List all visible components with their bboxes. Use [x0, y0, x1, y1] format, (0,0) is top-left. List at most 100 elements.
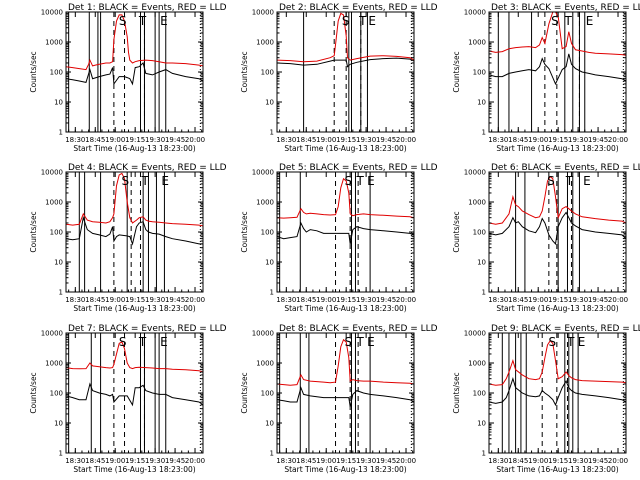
x-tick-label: 20:00: [185, 457, 205, 465]
x-tick-label: 19:45: [165, 457, 185, 465]
marker-letter: E: [161, 174, 169, 188]
y-tick-label: 1000: [256, 199, 274, 207]
y-axis-label: Counts/sec: [29, 211, 38, 252]
y-tick-label: 1: [59, 129, 63, 137]
x-tick-label: 19:00: [528, 457, 548, 465]
y-axis-label: Counts/sec: [29, 51, 38, 92]
marker-letter: S: [344, 335, 352, 349]
series-line-events: [277, 57, 414, 68]
y-tick-label: 1: [270, 129, 274, 137]
x-tick-label: 19:30: [356, 296, 376, 304]
y-tick-label: 10: [54, 259, 63, 267]
marker-letter: E: [368, 14, 376, 28]
x-tick-label: 19:45: [376, 136, 396, 144]
marker-letter: S: [119, 14, 127, 28]
marker-letter: S: [549, 335, 557, 349]
marker-letter: E: [586, 14, 594, 28]
series-line-lld: [277, 12, 414, 63]
x-tick-label: 19:00: [105, 457, 125, 465]
x-tick-label: 19:45: [588, 296, 608, 304]
y-axis-label: Counts/sec: [452, 51, 461, 92]
y-tick-label: 10000: [252, 330, 274, 338]
y-tick-label: 10000: [464, 9, 486, 17]
series-line-events: [489, 53, 626, 86]
y-tick-label: 10: [477, 99, 486, 107]
x-tick-label: 20:00: [396, 457, 416, 465]
x-tick-label: 19:00: [105, 136, 125, 144]
y-tick-label: 100: [50, 69, 63, 77]
x-tick-label: 18:45: [85, 136, 105, 144]
x-tick-label: 18:30: [65, 136, 85, 144]
x-tick-label: 20:00: [185, 296, 205, 304]
marker-lines: [501, 333, 624, 453]
x-tick-label: 18:45: [508, 457, 528, 465]
y-tick-label: 1000: [45, 199, 63, 207]
marker-lines: [515, 172, 624, 292]
x-tick-label: 18:30: [276, 457, 296, 465]
series-line-lld: [277, 338, 414, 386]
y-tick-label: 10: [54, 420, 63, 428]
y-tick-label: 100: [473, 69, 486, 77]
x-tick-label: 19:30: [145, 136, 165, 144]
series-line-lld: [489, 12, 626, 56]
y-tick-label: 10000: [41, 330, 63, 338]
x-tick-label: 19:00: [316, 457, 336, 465]
x-tick-label: 18:30: [276, 296, 296, 304]
x-tick-label: 19:45: [588, 136, 608, 144]
marker-letter: T: [355, 174, 364, 188]
x-axis-label: Start Time (16-Aug-13 18:23:00): [73, 304, 195, 313]
x-axis-label: Start Time (16-Aug-13 18:23:00): [496, 144, 618, 153]
y-tick-label: 1: [270, 289, 274, 297]
x-axis-label: Start Time (16-Aug-13 18:23:00): [496, 465, 618, 474]
x-tick-label: 18:30: [488, 296, 508, 304]
x-tick-label: 19:15: [336, 296, 356, 304]
marker-letter: S: [547, 174, 555, 188]
x-tick-label: 19:30: [568, 457, 588, 465]
y-tick-label: 100: [261, 390, 274, 398]
x-tick-label: 18:45: [85, 296, 105, 304]
y-axis-label: Counts/sec: [452, 211, 461, 252]
y-tick-label: 1000: [45, 39, 63, 47]
marker-lines: [78, 172, 201, 292]
marker-letter: E: [583, 174, 591, 188]
x-tick-label: 19:45: [588, 457, 608, 465]
x-tick-label: 18:45: [85, 457, 105, 465]
series-line-lld: [66, 14, 203, 71]
series-group: [66, 341, 203, 407]
y-tick-label: 1000: [468, 39, 486, 47]
y-tick-label: 100: [50, 390, 63, 398]
y-tick-label: 1: [59, 450, 63, 458]
series-line-lld: [66, 172, 203, 227]
x-tick-label: 19:15: [336, 136, 356, 144]
x-tick-label: 18:45: [508, 136, 528, 144]
marker-letter: T: [138, 14, 147, 28]
marker-lines: [68, 12, 201, 132]
x-tick-label: 19:15: [336, 457, 356, 465]
y-tick-label: 10000: [41, 169, 63, 177]
panel-title: Det 9: BLACK = Events, RED = LLD: [491, 324, 640, 334]
x-axis-label: Start Time (16-Aug-13 18:23:00): [284, 304, 406, 313]
y-axis-label: Counts/sec: [29, 372, 38, 413]
series-line-events: [66, 215, 203, 246]
x-tick-label: 18:45: [508, 296, 528, 304]
x-tick-label: 19:00: [316, 296, 336, 304]
y-tick-label: 10: [477, 259, 486, 267]
marker-letter: E: [578, 335, 586, 349]
x-axis-label: Start Time (16-Aug-13 18:23:00): [73, 144, 195, 153]
y-tick-label: 1000: [468, 199, 486, 207]
panel-title: Det 2: BLACK = Events, RED = LLD: [279, 3, 438, 13]
marker-letter: T: [566, 335, 575, 349]
y-tick-label: 10000: [252, 169, 274, 177]
y-tick-label: 10: [54, 99, 63, 107]
y-tick-label: 1: [482, 129, 486, 137]
y-tick-label: 1000: [468, 360, 486, 368]
marker-letter: E: [367, 335, 375, 349]
marker-letter: T: [565, 174, 574, 188]
series-group: [489, 175, 626, 245]
marker-lines: [497, 12, 624, 132]
series-line-lld: [277, 177, 414, 219]
